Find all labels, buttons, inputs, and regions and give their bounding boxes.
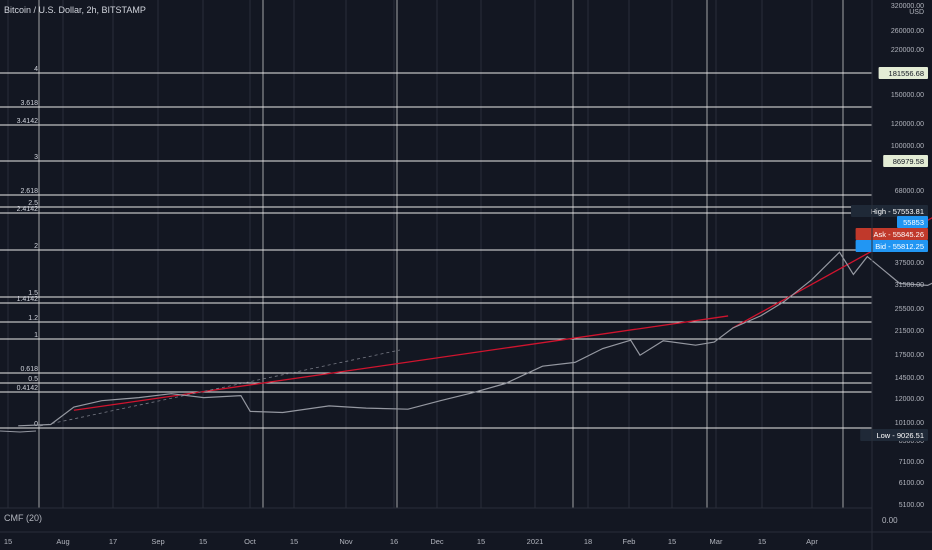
level-tag-lower: 86979.58 <box>893 157 924 166</box>
price-tick-label: 12000.00 <box>895 396 924 403</box>
price-tick-label: 37500.00 <box>895 260 924 267</box>
time-tick-label: 15 <box>758 537 766 546</box>
price-tick-label: 7100.00 <box>899 459 924 466</box>
fib-label: 1.4142 <box>17 296 39 303</box>
time-tick-label: Oct <box>244 537 257 546</box>
price-tick-label: 5100.00 <box>899 502 924 509</box>
price-pre-line <box>0 430 37 433</box>
price-line <box>18 251 932 427</box>
price-tick-label: 120000.00 <box>891 121 924 128</box>
time-tick-label: Sep <box>151 537 164 546</box>
time-tick-label: Dec <box>430 537 444 546</box>
price-tick-label: 31500.00 <box>895 282 924 289</box>
fib-label: 0.4142 <box>17 385 39 392</box>
fib-label: 4 <box>34 66 38 73</box>
fib-label: 0.618 <box>20 366 38 373</box>
low-tag: Low - 9026.51 <box>876 431 924 440</box>
price-tick-label: 25500.00 <box>895 306 924 313</box>
indicator-value: 0.00 <box>882 516 898 525</box>
level-tag-lower-bg <box>883 155 928 167</box>
fib-label: 3.4142 <box>17 118 39 125</box>
time-tick-label: Nov <box>339 537 353 546</box>
dashed-trend <box>39 349 401 427</box>
price-tick-label: 6100.00 <box>899 480 924 487</box>
fib-label: 2.4142 <box>17 206 39 213</box>
price-series <box>0 251 932 433</box>
time-tick-label: 18 <box>584 537 592 546</box>
fib-label: 1.5 <box>28 290 38 297</box>
fib-label: 3.618 <box>20 100 38 107</box>
price-tick-label: 150000.00 <box>891 92 924 99</box>
time-tick-label: Apr <box>806 537 818 546</box>
time-tick-label: Feb <box>623 537 636 546</box>
time-tick-label: 17 <box>109 537 117 546</box>
bid-tag-bg <box>855 240 928 252</box>
time-tick-label: Aug <box>56 537 69 546</box>
last-price-tag: 55853 <box>903 218 924 227</box>
time-tick-label: Mar <box>710 537 723 546</box>
time-tick-label: 15 <box>477 537 485 546</box>
price-tick-label: 260000.00 <box>891 28 924 35</box>
price-tick-label: 21500.00 <box>895 328 924 335</box>
indicator-label: CMF (20) <box>4 513 42 523</box>
fib-label: 1 <box>34 332 38 339</box>
last-price-tag-bg <box>897 216 928 228</box>
chart-title: Bitcoin / U.S. Dollar, 2h, BITSTAMP <box>4 5 146 15</box>
time-tick-label: 15 <box>199 537 207 546</box>
fib-label: 2 <box>34 243 38 250</box>
price-tick-label: 10100.00 <box>895 420 924 427</box>
currency-label: USD <box>909 9 924 16</box>
time-tick-label: 2021 <box>527 537 544 546</box>
price-tick-label: 14500.00 <box>895 375 924 382</box>
fib-label: 3 <box>34 154 38 161</box>
high-tag-bg <box>851 205 928 217</box>
price-tick-label: 17500.00 <box>895 352 924 359</box>
price-axis-top-label: 320000.00 <box>891 3 924 10</box>
time-tick-label: 15 <box>668 537 676 546</box>
time-tick-label: 15 <box>290 537 298 546</box>
price-tick-label: 100000.00 <box>891 143 924 150</box>
fib-label: 2.618 <box>20 188 38 195</box>
fib-levels: 4 3.618 3.4142 3 2.618 2.52.4142 2 1.51.4142 1.2… <box>0 66 872 429</box>
price-tags: 181556.68 86979.58 High - 57553.81 55853 Ask… <box>851 67 928 441</box>
grid <box>7 0 844 508</box>
level-tag-upper-bg <box>878 67 928 79</box>
ask-tag: Ask - 55845.26 <box>874 230 924 239</box>
ask-tag-bg <box>855 228 928 240</box>
fib-label: 0.5 <box>28 376 38 383</box>
bid-tag: Bid - 55812.25 <box>875 242 924 251</box>
price-tick-label: 68000.00 <box>895 188 924 195</box>
time-axis[interactable]: 15 Aug 17 Sep 15 Oct 15 Nov 16 Dec 15 2021 18 Feb 15 Ma… <box>4 537 819 546</box>
low-tag-bg <box>860 429 928 441</box>
fib-label: 1.2 <box>28 315 38 322</box>
price-tick-label: 8500.00 <box>899 438 924 445</box>
high-tag: High - 57553.81 <box>871 207 924 216</box>
time-tick-label: 16 <box>390 537 398 546</box>
level-tag-upper: 181556.68 <box>889 69 924 78</box>
time-tick-label: 15 <box>4 537 12 546</box>
price-tick-label: 220000.00 <box>891 47 924 54</box>
fib-label: 2.5 <box>28 200 38 207</box>
